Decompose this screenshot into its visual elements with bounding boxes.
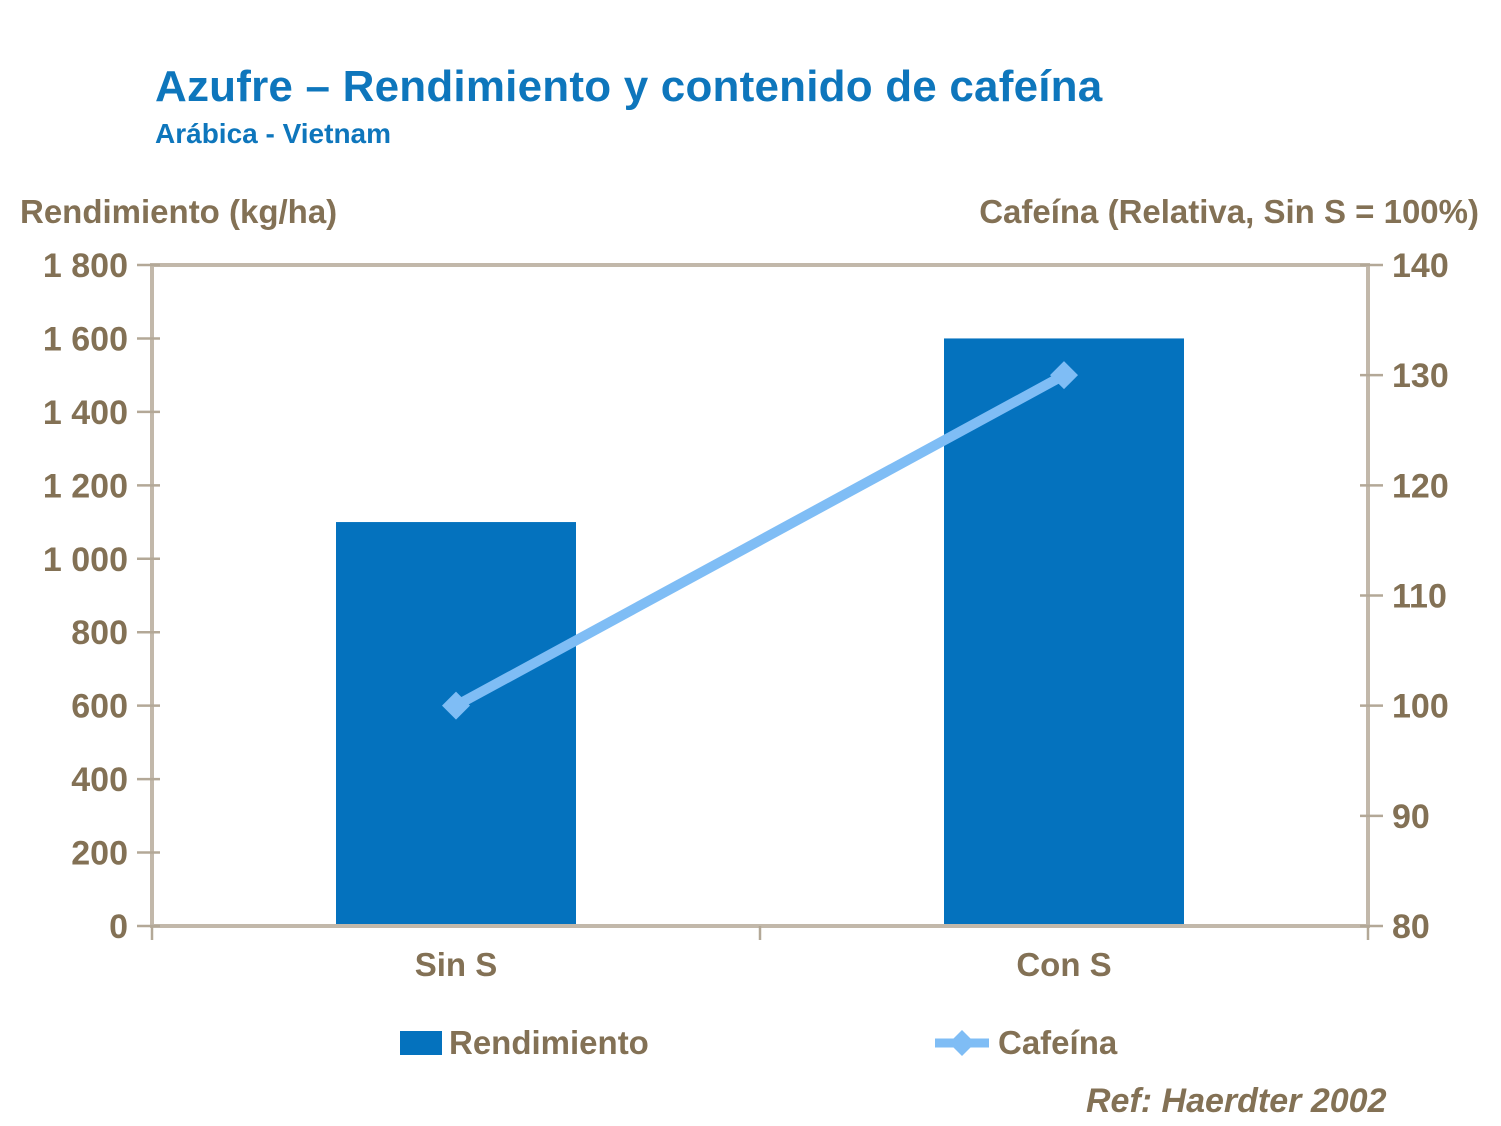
bar-sin-s [336, 522, 576, 926]
category-label-sin-s: Sin S [415, 946, 498, 983]
left-axis-title: Rendimiento (kg/ha) [20, 193, 338, 230]
left-axis-tick-label: 1 400 [43, 394, 128, 432]
page-title: Azufre – Rendimiento y contenido de cafe… [155, 62, 1103, 111]
right-axis-tick-label: 110 [1392, 578, 1447, 616]
left-axis-tick-label: 600 [71, 688, 128, 726]
page-subtitle: Arábica - Vietnam [155, 118, 392, 149]
legend-label-cafeina: Cafeína [998, 1024, 1118, 1061]
legend-item-cafeina: Cafeína [933, 1018, 1117, 1068]
left-axis-tick-label: 200 [71, 835, 128, 873]
right-axis-title: Cafeína (Relativa, Sin S = 100%) [979, 193, 1479, 230]
cafeina-marker-diamond [1050, 361, 1078, 390]
cafeina-line-marker-icon [935, 1030, 989, 1056]
left-axis-tick-label: 1 200 [43, 467, 128, 505]
left-axis-tick-label: 1 600 [43, 320, 128, 358]
right-axis-tick-label: 120 [1392, 467, 1449, 505]
right-axis-tick-label: 80 [1392, 908, 1430, 946]
bar-con-s [944, 338, 1184, 926]
chart-legend: Rendimiento Cafeína [0, 1018, 1501, 1068]
rendimiento-bar-swatch-icon [400, 1031, 442, 1055]
right-axis-tick-label: 100 [1392, 688, 1449, 726]
right-axis-tick-label: 90 [1392, 798, 1430, 836]
legend-label-rendimiento: Rendimiento [449, 1024, 649, 1061]
left-axis-tick-label: 800 [71, 614, 128, 652]
left-axis-tick-label: 1 000 [43, 541, 128, 579]
reference-text: Ref: Haerdter 2002 [1086, 1082, 1387, 1120]
left-axis-tick-label: 1 800 [43, 247, 128, 285]
cafeina-line [453, 370, 1067, 711]
category-label-con-s: Con S [1016, 946, 1111, 983]
left-axis-tick-label: 400 [71, 761, 128, 799]
right-axis-tick-label: 140 [1392, 247, 1449, 285]
cafeina-marker-diamond [442, 691, 470, 720]
plot-frame [150, 263, 1370, 928]
legend-item-rendimiento: Rendimiento [400, 1018, 649, 1068]
right-axis-tick-label: 130 [1392, 357, 1449, 395]
left-axis-tick-label: 0 [109, 908, 128, 946]
